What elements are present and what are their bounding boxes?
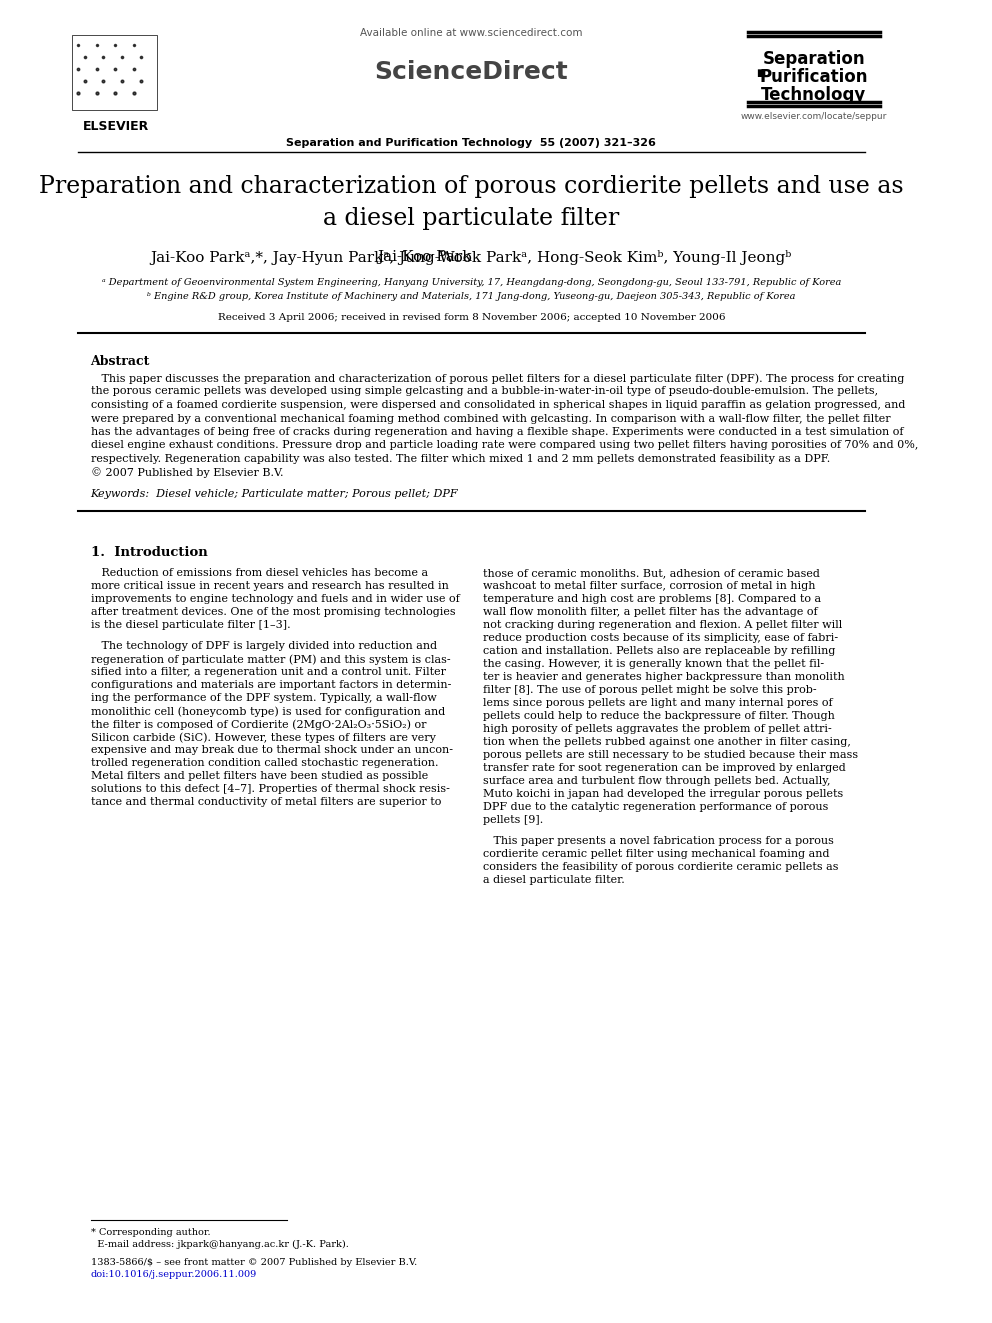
Text: This paper discusses the preparation and characterization of porous pellet filte: This paper discusses the preparation and… (90, 373, 904, 384)
Text: www.elsevier.com/locate/seppur: www.elsevier.com/locate/seppur (740, 112, 887, 120)
Text: those of ceramic monoliths. But, adhesion of ceramic based: those of ceramic monoliths. But, adhesio… (483, 568, 820, 578)
Text: diesel engine exhaust conditions. Pressure drop and particle loading rate were c: diesel engine exhaust conditions. Pressu… (90, 441, 918, 451)
Text: The technology of DPF is largely divided into reduction and: The technology of DPF is largely divided… (90, 642, 436, 651)
Text: Jai-Koo Park: Jai-Koo Park (377, 250, 471, 265)
Text: DPF due to the catalytic regeneration performance of porous: DPF due to the catalytic regeneration pe… (483, 802, 828, 812)
Text: cation and installation. Pellets also are replaceable by refilling: cation and installation. Pellets also ar… (483, 646, 835, 656)
Text: were prepared by a conventional mechanical foaming method combined with gelcasti: were prepared by a conventional mechanic… (90, 414, 890, 423)
Text: Available online at www.sciencedirect.com: Available online at www.sciencedirect.co… (360, 28, 582, 38)
Text: considers the feasibility of porous cordierite ceramic pellets as: considers the feasibility of porous cord… (483, 863, 839, 872)
Text: Reduction of emissions from diesel vehicles has become a: Reduction of emissions from diesel vehic… (90, 568, 428, 578)
Text: a diesel particulate filter.: a diesel particulate filter. (483, 875, 625, 885)
Text: trolled regeneration condition called stochastic regeneration.: trolled regeneration condition called st… (90, 758, 438, 767)
Text: high porosity of pellets aggravates the problem of pellet attri-: high porosity of pellets aggravates the … (483, 724, 832, 734)
Text: Keywords:  Diesel vehicle; Particulate matter; Porous pellet; DPF: Keywords: Diesel vehicle; Particulate ma… (90, 490, 458, 499)
Text: lems since porous pellets are light and many internal pores of: lems since porous pellets are light and … (483, 699, 833, 708)
Text: ■: ■ (756, 67, 766, 78)
Text: regeneration of particulate matter (PM) and this system is clas-: regeneration of particulate matter (PM) … (90, 654, 450, 664)
Text: porous pellets are still necessary to be studied because their mass: porous pellets are still necessary to be… (483, 750, 858, 759)
Text: Technology: Technology (761, 86, 866, 105)
Text: sified into a filter, a regeneration unit and a control unit. Filter: sified into a filter, a regeneration uni… (90, 667, 445, 677)
Text: expensive and may break due to thermal shock under an uncon-: expensive and may break due to thermal s… (90, 745, 452, 755)
Text: improvements to engine technology and fuels and in wider use of: improvements to engine technology and fu… (90, 594, 459, 605)
Text: pellets could help to reduce the backpressure of filter. Though: pellets could help to reduce the backpre… (483, 710, 835, 721)
Text: Jai-Koo Parkᵃ,*, Jay-Hyun Parkᵃ, Jung-Wook Parkᵃ, Hong-Seok Kimᵇ, Young-Il Jeong: Jai-Koo Parkᵃ,*, Jay-Hyun Parkᵃ, Jung-Wo… (151, 250, 792, 265)
Text: more critical issue in recent years and research has resulted in: more critical issue in recent years and … (90, 581, 448, 591)
Text: Abstract: Abstract (90, 355, 150, 368)
Text: tion when the pellets rubbed against one another in filter casing,: tion when the pellets rubbed against one… (483, 737, 851, 747)
Text: Purification: Purification (759, 67, 868, 86)
Text: ᵃ Department of Geoenvironmental System Engineering, Hanyang University, 17, Hea: ᵃ Department of Geoenvironmental System … (101, 278, 841, 287)
Text: This paper presents a novel fabrication process for a porous: This paper presents a novel fabrication … (483, 836, 834, 845)
Text: reduce production costs because of its simplicity, ease of fabri-: reduce production costs because of its s… (483, 632, 838, 643)
Text: ELSEVIER: ELSEVIER (83, 120, 150, 134)
Text: pellets [9].: pellets [9]. (483, 815, 544, 826)
Text: E-mail address: jkpark@hanyang.ac.kr (J.-K. Park).: E-mail address: jkpark@hanyang.ac.kr (J.… (90, 1240, 348, 1249)
Text: temperature and high cost are problems [8]. Compared to a: temperature and high cost are problems [… (483, 594, 821, 605)
Text: surface area and turbulent flow through pellets bed. Actually,: surface area and turbulent flow through … (483, 777, 830, 786)
Text: solutions to this defect [4–7]. Properties of thermal shock resis-: solutions to this defect [4–7]. Properti… (90, 785, 449, 794)
Text: ing the performance of the DPF system. Typically, a wall-flow: ing the performance of the DPF system. T… (90, 693, 436, 703)
Text: filter [8]. The use of porous pellet might be solve this prob-: filter [8]. The use of porous pellet mig… (483, 685, 816, 695)
Text: cordierite ceramic pellet filter using mechanical foaming and: cordierite ceramic pellet filter using m… (483, 849, 829, 859)
Text: is the diesel particulate filter [1–3].: is the diesel particulate filter [1–3]. (90, 620, 291, 630)
Text: © 2007 Published by Elsevier B.V.: © 2007 Published by Elsevier B.V. (90, 467, 283, 479)
Text: configurations and materials are important factors in determin-: configurations and materials are importa… (90, 680, 451, 691)
Text: wall flow monolith filter, a pellet filter has the advantage of: wall flow monolith filter, a pellet filt… (483, 607, 817, 617)
Text: Silicon carbide (SiC). However, these types of filters are very: Silicon carbide (SiC). However, these ty… (90, 732, 435, 742)
Text: Muto koichi in japan had developed the irregular porous pellets: Muto koichi in japan had developed the i… (483, 789, 843, 799)
Text: the filter is composed of Cordierite (2MgO·2Al₂O₃·5SiO₂) or: the filter is composed of Cordierite (2M… (90, 718, 427, 729)
Text: consisting of a foamed cordierite suspension, were dispersed and consolidated in: consisting of a foamed cordierite suspen… (90, 400, 905, 410)
Text: 1383-5866/$ – see front matter © 2007 Published by Elsevier B.V.: 1383-5866/$ – see front matter © 2007 Pu… (90, 1258, 417, 1267)
Text: the porous ceramic pellets was developed using simple gelcasting and a bubble-in: the porous ceramic pellets was developed… (90, 386, 878, 397)
Text: Separation: Separation (762, 50, 865, 67)
Text: ScienceDirect: ScienceDirect (374, 60, 568, 83)
Text: transfer rate for soot regeneration can be improved by enlarged: transfer rate for soot regeneration can … (483, 763, 846, 773)
Text: Metal filters and pellet filters have been studied as possible: Metal filters and pellet filters have be… (90, 771, 428, 781)
Text: Received 3 April 2006; received in revised form 8 November 2006; accepted 10 Nov: Received 3 April 2006; received in revis… (217, 314, 725, 321)
Text: Separation and Purification Technology  55 (2007) 321–326: Separation and Purification Technology 5… (287, 138, 657, 148)
Text: not cracking during regeneration and flexion. A pellet filter will: not cracking during regeneration and fle… (483, 620, 842, 630)
Bar (71, 34, 157, 110)
Text: has the advantages of being free of cracks during regeneration and having a flex: has the advantages of being free of crac… (90, 427, 903, 437)
Text: Preparation and characterization of porous cordierite pellets and use as: Preparation and characterization of poro… (39, 175, 904, 198)
Text: ter is heavier and generates higher backpressure than monolith: ter is heavier and generates higher back… (483, 672, 845, 681)
Text: 1.  Introduction: 1. Introduction (90, 546, 207, 560)
Text: tance and thermal conductivity of metal filters are superior to: tance and thermal conductivity of metal … (90, 796, 441, 807)
Text: the casing. However, it is generally known that the pellet fil-: the casing. However, it is generally kno… (483, 659, 824, 669)
Text: monolithic cell (honeycomb type) is used for configuration and: monolithic cell (honeycomb type) is used… (90, 706, 444, 717)
Text: ᵇ Engine R&D group, Korea Institute of Machinery and Materials, 171 Jang-dong, Y: ᵇ Engine R&D group, Korea Institute of M… (147, 292, 796, 302)
Text: * Corresponding author.: * Corresponding author. (90, 1228, 210, 1237)
Text: doi:10.1016/j.seppur.2006.11.009: doi:10.1016/j.seppur.2006.11.009 (90, 1270, 257, 1279)
Text: after treatment devices. One of the most promising technologies: after treatment devices. One of the most… (90, 607, 455, 617)
Text: respectively. Regeneration capability was also tested. The filter which mixed 1 : respectively. Regeneration capability wa… (90, 454, 830, 464)
Text: washcoat to metal filter surface, corrosion of metal in high: washcoat to metal filter surface, corros… (483, 581, 815, 591)
Text: a diesel particulate filter: a diesel particulate filter (323, 206, 619, 230)
